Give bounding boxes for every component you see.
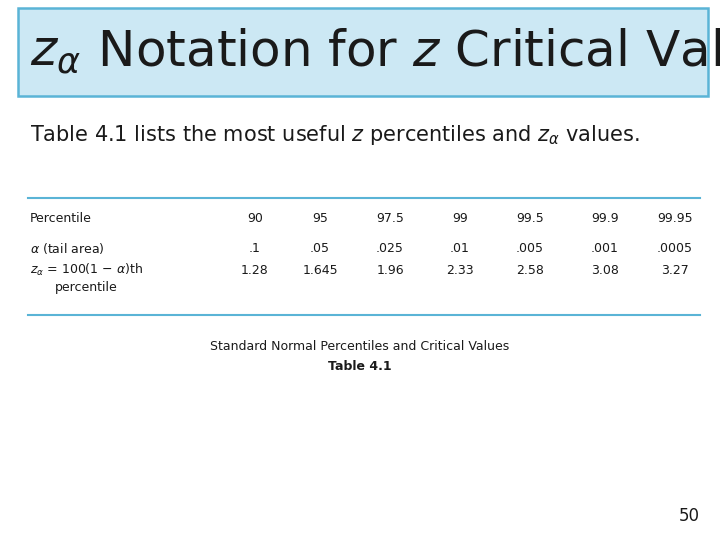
- Text: 3.08: 3.08: [591, 264, 619, 276]
- FancyBboxPatch shape: [18, 8, 708, 96]
- Text: 1.645: 1.645: [302, 264, 338, 276]
- Text: $z_{\alpha}$: $z_{\alpha}$: [30, 28, 81, 76]
- Text: percentile: percentile: [55, 281, 118, 294]
- Text: $\alpha$ (tail area): $\alpha$ (tail area): [30, 240, 104, 255]
- Text: .005: .005: [516, 241, 544, 254]
- Text: 90: 90: [247, 212, 263, 225]
- Text: Table 4.1 lists the most useful $z$ percentiles and $z_{\alpha}$ values.: Table 4.1 lists the most useful $z$ perc…: [30, 123, 639, 147]
- Text: $z_{\alpha}$ = 100(1 $-$ $\alpha$)th: $z_{\alpha}$ = 100(1 $-$ $\alpha$)th: [30, 262, 143, 278]
- Text: .025: .025: [376, 241, 404, 254]
- Text: 2.33: 2.33: [446, 264, 474, 276]
- Text: .0005: .0005: [657, 241, 693, 254]
- Text: 1.28: 1.28: [241, 264, 269, 276]
- Text: Table 4.1: Table 4.1: [328, 360, 392, 373]
- Text: 99.5: 99.5: [516, 212, 544, 225]
- Text: Notation for $z$ Critical Values: Notation for $z$ Critical Values: [82, 28, 720, 76]
- Text: Percentile: Percentile: [30, 212, 92, 225]
- Text: .05: .05: [310, 241, 330, 254]
- Text: 95: 95: [312, 212, 328, 225]
- Text: 50: 50: [679, 507, 700, 525]
- Text: 3.27: 3.27: [661, 264, 689, 276]
- Text: .001: .001: [591, 241, 619, 254]
- Text: 97.5: 97.5: [376, 212, 404, 225]
- Text: 99.95: 99.95: [657, 212, 693, 225]
- Text: 1.96: 1.96: [376, 264, 404, 276]
- Text: 99.9: 99.9: [591, 212, 618, 225]
- Text: 2.58: 2.58: [516, 264, 544, 276]
- Text: .1: .1: [249, 241, 261, 254]
- Text: 99: 99: [452, 212, 468, 225]
- Text: Standard Normal Percentiles and Critical Values: Standard Normal Percentiles and Critical…: [210, 340, 510, 353]
- Text: .01: .01: [450, 241, 470, 254]
